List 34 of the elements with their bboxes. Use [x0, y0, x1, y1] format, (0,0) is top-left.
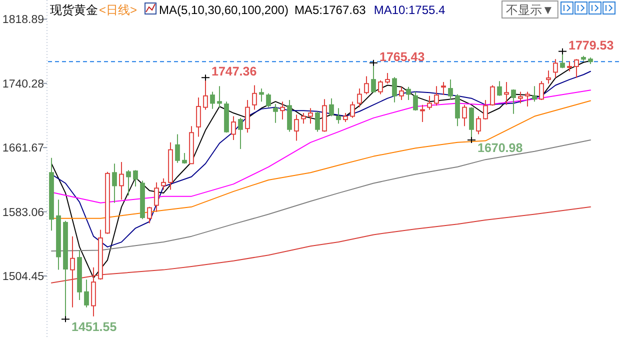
y-tick-label: 1661.67	[2, 142, 44, 155]
candlestick	[119, 162, 124, 200]
line-series	[51, 90, 591, 204]
text: MA10:1755.4	[374, 3, 446, 17]
y-tick-label: 1504.45	[2, 270, 44, 283]
candlestick	[196, 97, 201, 138]
candlestick	[280, 101, 285, 120]
candlestick	[56, 199, 61, 270]
annotation: 1747.36	[212, 64, 257, 79]
line-series	[51, 139, 591, 252]
candlestick	[112, 163, 117, 204]
annotation: 1451.55	[72, 320, 117, 334]
candlestick	[504, 81, 509, 106]
candlestick	[77, 250, 82, 301]
line-series	[51, 100, 591, 219]
annotation: 1765.43	[380, 50, 425, 64]
candlestick	[168, 142, 173, 190]
chart-subtitle: <日线>	[99, 3, 138, 17]
candlestick	[252, 84, 257, 110]
candlestick	[294, 114, 299, 142]
legend-title: MA(5,10,30,60,100,200)	[159, 3, 288, 17]
y-tick-label: 1583.06	[2, 206, 44, 219]
candlestick	[301, 112, 306, 124]
y-tick-label: 1740.28	[2, 78, 44, 90]
text: MA5:1767.63	[294, 3, 366, 17]
candlestick	[49, 157, 54, 232]
candlestick	[217, 86, 222, 108]
candlestick	[420, 104, 425, 123]
annotation: 不显示▼	[506, 3, 554, 17]
annotation: 1779.53	[568, 38, 614, 52]
y-tick-label: 1818.89	[2, 14, 44, 26]
annotation: 1670.98	[478, 140, 523, 155]
candlestick	[308, 108, 313, 124]
chart-title: 现货黄金	[50, 3, 98, 17]
